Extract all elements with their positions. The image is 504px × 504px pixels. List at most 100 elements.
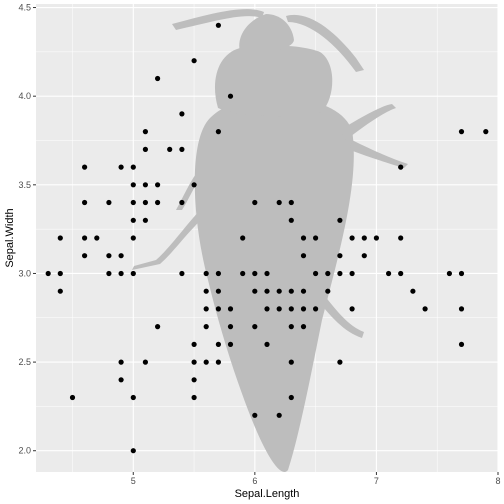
data-point xyxy=(142,146,148,152)
data-point xyxy=(57,235,63,241)
data-point xyxy=(142,217,148,223)
data-point xyxy=(130,217,136,223)
data-point xyxy=(373,235,379,241)
data-point xyxy=(191,377,197,383)
data-point xyxy=(483,129,489,135)
data-point xyxy=(106,199,112,206)
y-tick-label: 3.5 xyxy=(18,180,31,190)
data-point xyxy=(45,270,51,277)
data-point xyxy=(264,288,270,294)
data-point xyxy=(349,235,355,241)
data-point xyxy=(276,306,282,312)
data-point xyxy=(300,306,307,312)
y-tick-label: 4.0 xyxy=(18,91,31,101)
data-point xyxy=(337,217,343,223)
data-point xyxy=(155,324,161,330)
data-point xyxy=(288,394,294,401)
y-axis-ticks: 2.0 2.5 3.0 3.5 4.0 4.5 xyxy=(18,3,36,456)
data-point xyxy=(82,235,88,241)
data-point xyxy=(300,253,307,259)
data-point xyxy=(191,359,197,365)
data-point xyxy=(179,199,185,206)
y-tick-label: 3.0 xyxy=(18,268,31,278)
silhouette-part xyxy=(286,14,364,73)
silhouette-part xyxy=(316,290,364,338)
data-point xyxy=(325,288,331,294)
data-point xyxy=(179,111,185,117)
silhouette-part xyxy=(214,45,333,117)
data-point xyxy=(227,93,234,99)
data-point xyxy=(252,270,258,277)
x-tick-label: 7 xyxy=(374,476,379,486)
data-point xyxy=(313,306,319,312)
data-point xyxy=(130,270,136,277)
data-point xyxy=(252,412,258,418)
data-point xyxy=(82,253,88,259)
data-point xyxy=(142,129,148,135)
data-point xyxy=(240,235,246,241)
data-point xyxy=(118,253,124,259)
data-point xyxy=(300,324,307,330)
data-point xyxy=(130,448,136,454)
data-point xyxy=(240,270,246,277)
data-point xyxy=(94,235,100,241)
data-point xyxy=(155,75,161,82)
data-point xyxy=(179,270,185,277)
silhouette-part xyxy=(176,164,208,210)
data-point xyxy=(69,394,76,401)
data-point xyxy=(337,359,343,365)
data-point xyxy=(252,288,258,294)
data-point xyxy=(288,217,294,223)
data-point xyxy=(288,199,294,206)
data-point xyxy=(227,306,234,312)
data-point xyxy=(288,306,294,312)
data-point xyxy=(458,306,465,312)
data-points xyxy=(45,22,489,454)
data-point xyxy=(191,394,197,401)
data-point xyxy=(130,235,136,241)
data-point xyxy=(82,199,88,206)
data-point xyxy=(118,270,124,277)
data-point xyxy=(458,270,465,277)
x-tick-label: 8 xyxy=(495,476,500,486)
silhouette-part xyxy=(172,9,264,30)
data-point xyxy=(361,253,367,259)
data-point xyxy=(215,22,221,28)
data-point xyxy=(203,324,209,330)
data-point xyxy=(276,412,282,418)
silhouette-part xyxy=(350,140,408,168)
data-point xyxy=(300,235,307,241)
data-point xyxy=(422,306,428,312)
data-point xyxy=(458,129,465,135)
data-point xyxy=(191,182,197,188)
data-point xyxy=(155,182,161,188)
data-point xyxy=(203,288,209,294)
data-point xyxy=(130,164,136,170)
data-point xyxy=(361,235,367,241)
data-point xyxy=(252,324,258,330)
data-point xyxy=(118,359,124,365)
data-point xyxy=(167,146,173,152)
silhouette-part xyxy=(239,14,294,54)
data-point xyxy=(349,270,355,277)
data-point xyxy=(142,199,148,206)
data-point xyxy=(57,288,63,294)
data-point xyxy=(252,199,258,206)
data-point xyxy=(106,253,112,259)
data-point xyxy=(191,341,197,347)
silhouette-part xyxy=(194,96,354,472)
data-point xyxy=(203,359,209,365)
data-point xyxy=(130,182,136,188)
data-point xyxy=(276,288,282,294)
data-point xyxy=(276,199,282,206)
data-point xyxy=(446,270,452,277)
data-point xyxy=(458,341,465,347)
data-point xyxy=(203,270,209,277)
data-point xyxy=(215,341,221,347)
data-point xyxy=(264,306,270,312)
data-point xyxy=(215,270,221,277)
data-point xyxy=(288,288,294,294)
data-point xyxy=(215,306,221,312)
data-point xyxy=(203,306,209,312)
